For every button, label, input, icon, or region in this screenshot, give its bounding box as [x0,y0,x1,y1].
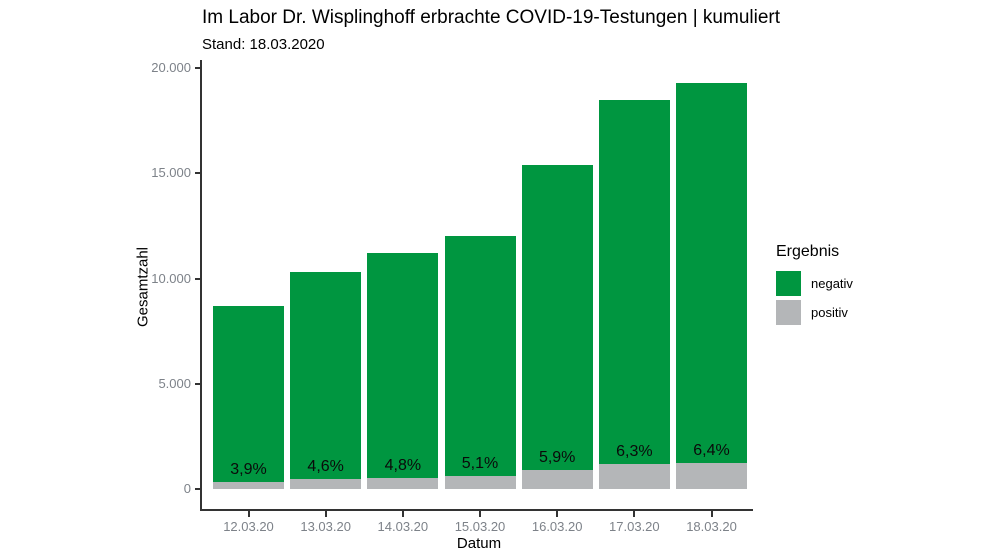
legend-swatch-positiv [776,300,801,325]
bar-percent-label: 3,9% [230,460,267,478]
y-axis-line [200,60,202,511]
bar-segment-negativ [521,164,593,470]
y-tick [195,67,201,69]
bar-segment-positiv [521,469,593,489]
bar-segment-negativ [213,305,284,482]
y-axis-title: Gesamtzahl [134,246,152,328]
legend-swatch-negativ [776,271,801,296]
y-tick [195,172,201,175]
x-tick [710,511,713,517]
y-tick-label: 5.000 [158,375,191,391]
x-tick-label: 13.03.20 [300,519,351,534]
legend-item-label: negativ [811,276,853,291]
chart-title: Im Labor Dr. Wisplinghoff erbrachte COVI… [202,7,780,28]
bar-percent-label: 5,9% [538,448,576,466]
x-tick-label: 17.03.20 [609,519,660,534]
x-tick-label: 14.03.20 [377,519,429,534]
x-tick [479,511,481,517]
x-tick [556,511,559,517]
x-tick [633,511,636,517]
y-tick [195,382,201,385]
y-tick-label: 20.000 [151,60,191,75]
x-axis-title: Datum [456,535,502,552]
bar-percent-label: 5,1% [461,455,499,473]
x-tick-label: 16.03.20 [531,519,583,534]
bar-segment-positiv [676,463,748,489]
y-tick-label: 15.000 [151,165,191,181]
bar-segment-negativ [367,253,439,478]
y-tick-label: 10.000 [151,270,191,286]
x-tick [247,511,250,517]
x-tick-label: 15.03.20 [454,519,506,534]
bar-segment-positiv [290,479,362,489]
legend-item-label: positiv [811,305,848,320]
bar-percent-label: 4,6% [307,458,344,475]
y-tick-label: 0 [183,481,191,496]
bar-percent-label: 6,4% [693,442,730,459]
legend-title: Ergebnis [776,243,840,260]
bar-segment-positiv [444,476,516,489]
bar-segment-negativ [676,82,748,463]
chart-subtitle: Stand: 18.03.2020 [202,36,325,53]
bar-segment-negativ [444,236,516,477]
bar-percent-label: 4,8% [384,456,422,474]
y-tick [195,277,201,280]
x-axis-line [200,509,753,511]
bar-segment-negativ [598,99,670,465]
x-tick-label: 12.03.20 [223,519,274,534]
x-tick [401,511,404,517]
bar-percent-label: 6,3% [616,443,653,461]
x-tick [324,511,327,517]
y-tick [195,488,201,490]
x-tick-label: 18.03.20 [686,519,737,534]
bar-segment-positiv [367,477,439,489]
bar-segment-positiv [598,464,670,489]
bar-segment-negativ [290,272,362,479]
bar-segment-positiv [213,481,284,489]
